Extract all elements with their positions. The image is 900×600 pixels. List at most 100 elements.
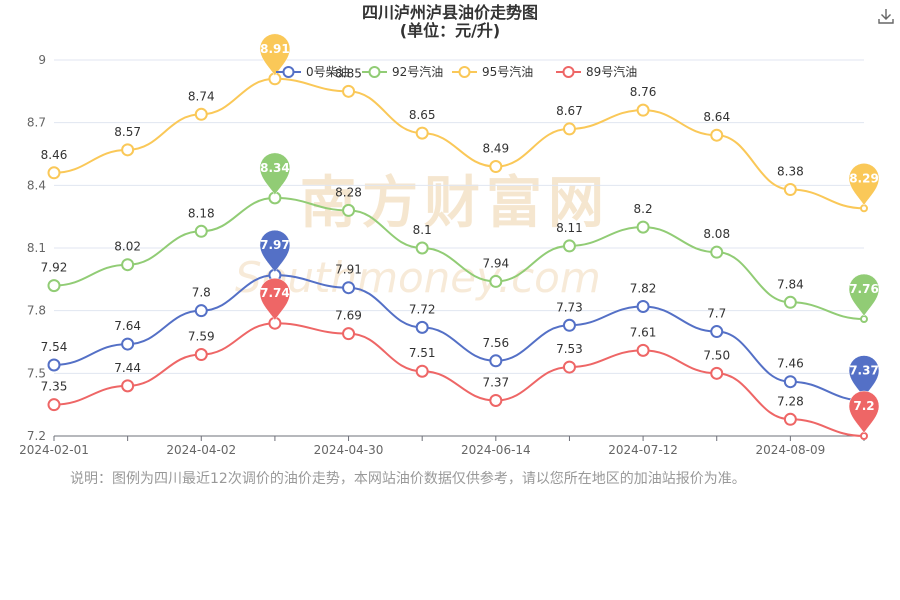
- legend-item: 89号汽油: [556, 64, 637, 79]
- y-tick-label: 9: [38, 53, 46, 67]
- y-tick-label: 8.1: [27, 241, 46, 255]
- data-labels: 7.54 7.64 7.8 7.91 7.72 7.56 7.73 7.82 7.7 7.46 7.…: [41, 66, 804, 408]
- legend-label: 92号汽油: [392, 64, 443, 79]
- data-point: [194, 224, 208, 238]
- data-label: 7.46: [777, 357, 804, 371]
- legend-item: 0号柴油: [276, 65, 350, 79]
- pin-label: 7.37: [849, 363, 879, 377]
- data-label: 8.85: [335, 66, 362, 80]
- data-point: [783, 412, 797, 426]
- min-pin: 7.2: [848, 390, 880, 434]
- min-pin: 8.29: [848, 163, 880, 206]
- legend-item: 95号汽油: [452, 64, 533, 79]
- min-pin: 7.37: [848, 355, 880, 398]
- pin-marker: [259, 152, 291, 196]
- data-label: 7.73: [556, 300, 583, 314]
- max-pin: 8.91: [259, 33, 291, 77]
- data-label: 7.72: [409, 302, 436, 316]
- data-label: 8.57: [114, 125, 141, 139]
- legend-marker: [368, 66, 381, 78]
- max-pin: 7.74: [259, 278, 291, 321]
- data-point: [489, 274, 503, 288]
- download-icon[interactable]: [876, 6, 896, 26]
- data-label: 7.50: [703, 348, 730, 362]
- data-point: [562, 318, 576, 332]
- min-pin: 7.76: [848, 273, 880, 317]
- data-point: [47, 398, 61, 412]
- data-label: 7.54: [41, 340, 68, 354]
- data-label: 8.67: [556, 104, 583, 118]
- series-line: [53, 322, 865, 437]
- data-point: [783, 183, 797, 197]
- data-label: 7.51: [409, 346, 436, 360]
- pin-label: 7.74: [260, 286, 290, 300]
- data-point: [562, 122, 576, 136]
- data-label: 7.84: [777, 277, 804, 291]
- pin-marker: [848, 163, 880, 206]
- chart-title: 四川泸州泸县油价走势图: [361, 3, 538, 22]
- data-point: [194, 304, 208, 318]
- data-point: [342, 327, 356, 341]
- data-point: [415, 126, 429, 140]
- pin-marker: [848, 390, 880, 434]
- pin-marker: [259, 229, 291, 273]
- data-label: 8.74: [188, 89, 215, 103]
- data-label: 7.69: [335, 309, 362, 323]
- data-point: [342, 84, 356, 98]
- y-tick-label: 8.4: [27, 178, 46, 192]
- legend-marker: [458, 66, 471, 78]
- data-point: [415, 364, 429, 378]
- legend-label: 95号汽油: [482, 64, 533, 79]
- data-point: [783, 375, 797, 389]
- x-tick-label: 2024-04-02: [166, 443, 236, 457]
- max-pin: 8.34: [259, 152, 291, 196]
- pin-label: 7.97: [260, 238, 290, 252]
- data-point: [860, 204, 868, 213]
- data-point: [121, 258, 135, 272]
- data-point: [710, 366, 724, 380]
- pin-label: 8.91: [260, 42, 290, 56]
- legend-label: 89号汽油: [586, 64, 637, 79]
- data-label: 7.94: [482, 256, 509, 270]
- data-point: [194, 107, 208, 121]
- data-label: 8.02: [114, 240, 141, 254]
- data-label: 8.49: [482, 142, 509, 156]
- chart-subtitle: (单位：元/升): [399, 21, 501, 40]
- data-label: 8.65: [409, 108, 436, 122]
- data-label: 7.35: [41, 380, 68, 394]
- legend-marker: [562, 66, 575, 78]
- legend-marker: [282, 66, 295, 78]
- data-point: [636, 343, 650, 357]
- data-label: 7.92: [41, 261, 68, 275]
- x-axis: 2024-02-01 2024-04-02 2024-04-30 2024-06-14…: [19, 436, 865, 457]
- x-tick-label: 2024-07-12: [608, 443, 678, 457]
- data-point: [710, 128, 724, 142]
- y-gridlines: [54, 59, 864, 437]
- y-tick-label: 7.8: [27, 304, 46, 318]
- y-axis: 7.2 7.5 7.8 8.1 8.4 8.7 9: [27, 53, 46, 443]
- x-tick-label: 2024-02-01: [19, 443, 89, 457]
- pin-marker: [259, 33, 291, 77]
- data-point: [415, 320, 429, 334]
- x-tick-label: 2024-08-09: [755, 443, 825, 457]
- data-point: [47, 279, 61, 293]
- data-point: [562, 239, 576, 253]
- data-point: [489, 160, 503, 174]
- data-point: [710, 245, 724, 259]
- data-point: [342, 203, 356, 217]
- data-point: [194, 348, 208, 362]
- data-label: 8.08: [703, 227, 730, 241]
- data-label: 7.82: [630, 281, 657, 295]
- data-point: [860, 432, 868, 440]
- pin-label: 8.34: [260, 161, 290, 175]
- data-label: 7.28: [777, 394, 804, 408]
- data-label: 8.18: [188, 206, 215, 220]
- footnote: 说明：图例为四川最近12次调价的油价走势，本网站油价数据仅供参考，请以您所在地区…: [70, 471, 746, 487]
- legend-label: 0号柴油: [306, 65, 350, 79]
- data-label: 7.64: [114, 319, 141, 333]
- data-point: [562, 360, 576, 374]
- series-line: [53, 196, 865, 321]
- legend-item: 92号汽油: [362, 64, 443, 79]
- data-point: [47, 358, 61, 372]
- data-label: 8.38: [777, 165, 804, 179]
